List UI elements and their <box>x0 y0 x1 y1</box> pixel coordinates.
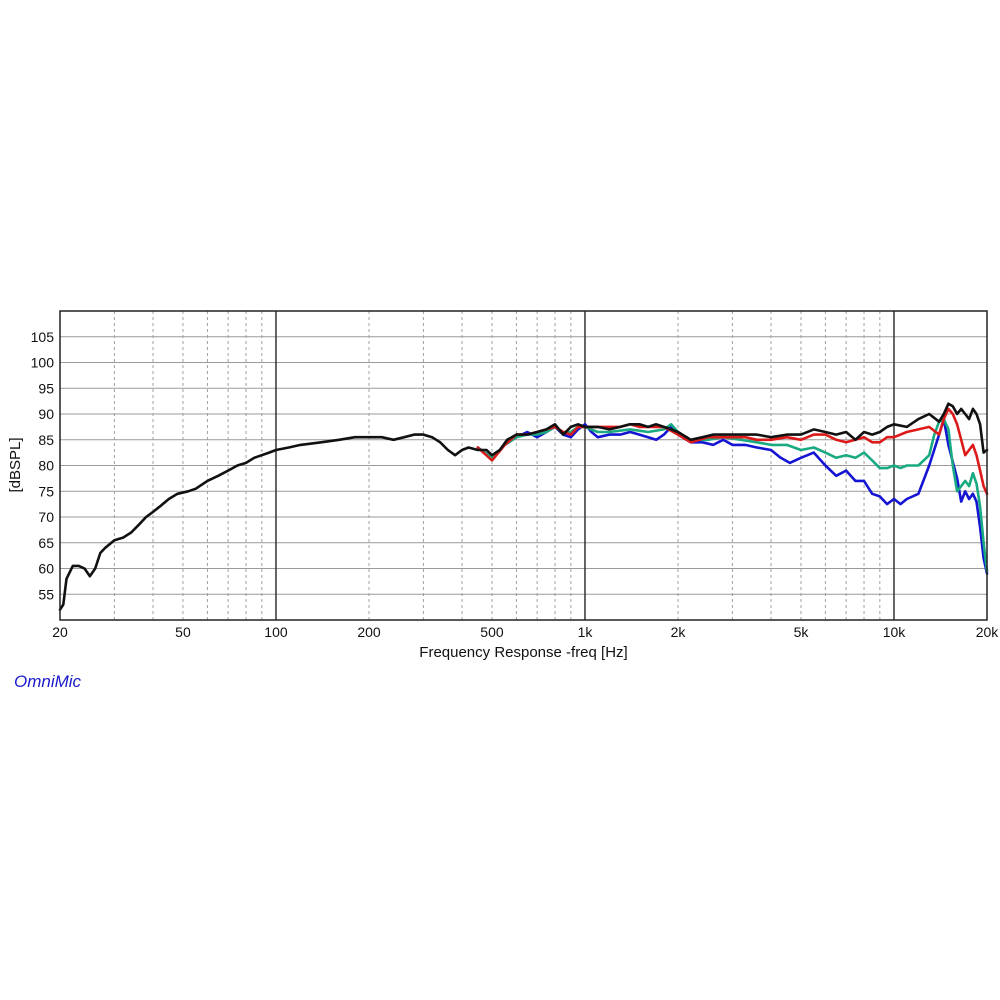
x-tick-label: 50 <box>175 624 191 640</box>
y-tick-label: 95 <box>38 380 54 396</box>
y-tick-label: 55 <box>38 586 54 602</box>
x-tick-label: 20k <box>976 624 1000 640</box>
x-tick-label: 5k <box>794 624 810 640</box>
x-tick-label: 20 <box>52 624 68 640</box>
series-line-3 <box>476 407 989 496</box>
y-tick-label: 85 <box>38 432 54 448</box>
x-tick-label: 100 <box>264 624 288 640</box>
x-tick-label: 200 <box>357 624 381 640</box>
omnimic-brand: OmniMic <box>14 672 82 691</box>
y-tick-label: 100 <box>31 355 55 371</box>
y-axis-label: [dBSPL] <box>7 437 24 492</box>
tick-labels: 20 50 100 200 500 1k 2k 5k 10k 20k 55 60 65 70 75 80 85 9… <box>31 329 1000 640</box>
grid <box>60 311 987 620</box>
x-tick-label: 2k <box>671 624 687 640</box>
x-tick-label: 1k <box>578 624 594 640</box>
y-tick-label: 90 <box>38 406 54 422</box>
plot-frame <box>59 310 988 621</box>
y-tick-label: 80 <box>38 458 54 474</box>
y-tick-label: 105 <box>31 329 55 345</box>
y-tick-label: 65 <box>38 535 54 551</box>
x-tick-label: 500 <box>480 624 504 640</box>
series-line-4 <box>58 402 989 611</box>
series-line-2 <box>476 417 989 573</box>
x-axis-label: Frequency Response -freq [Hz] <box>419 644 627 661</box>
x-tick-label: 10k <box>883 624 907 640</box>
y-tick-label: 75 <box>38 483 54 499</box>
series-layer <box>58 402 989 611</box>
y-tick-label: 60 <box>38 561 54 577</box>
y-tick-label: 70 <box>38 509 54 525</box>
